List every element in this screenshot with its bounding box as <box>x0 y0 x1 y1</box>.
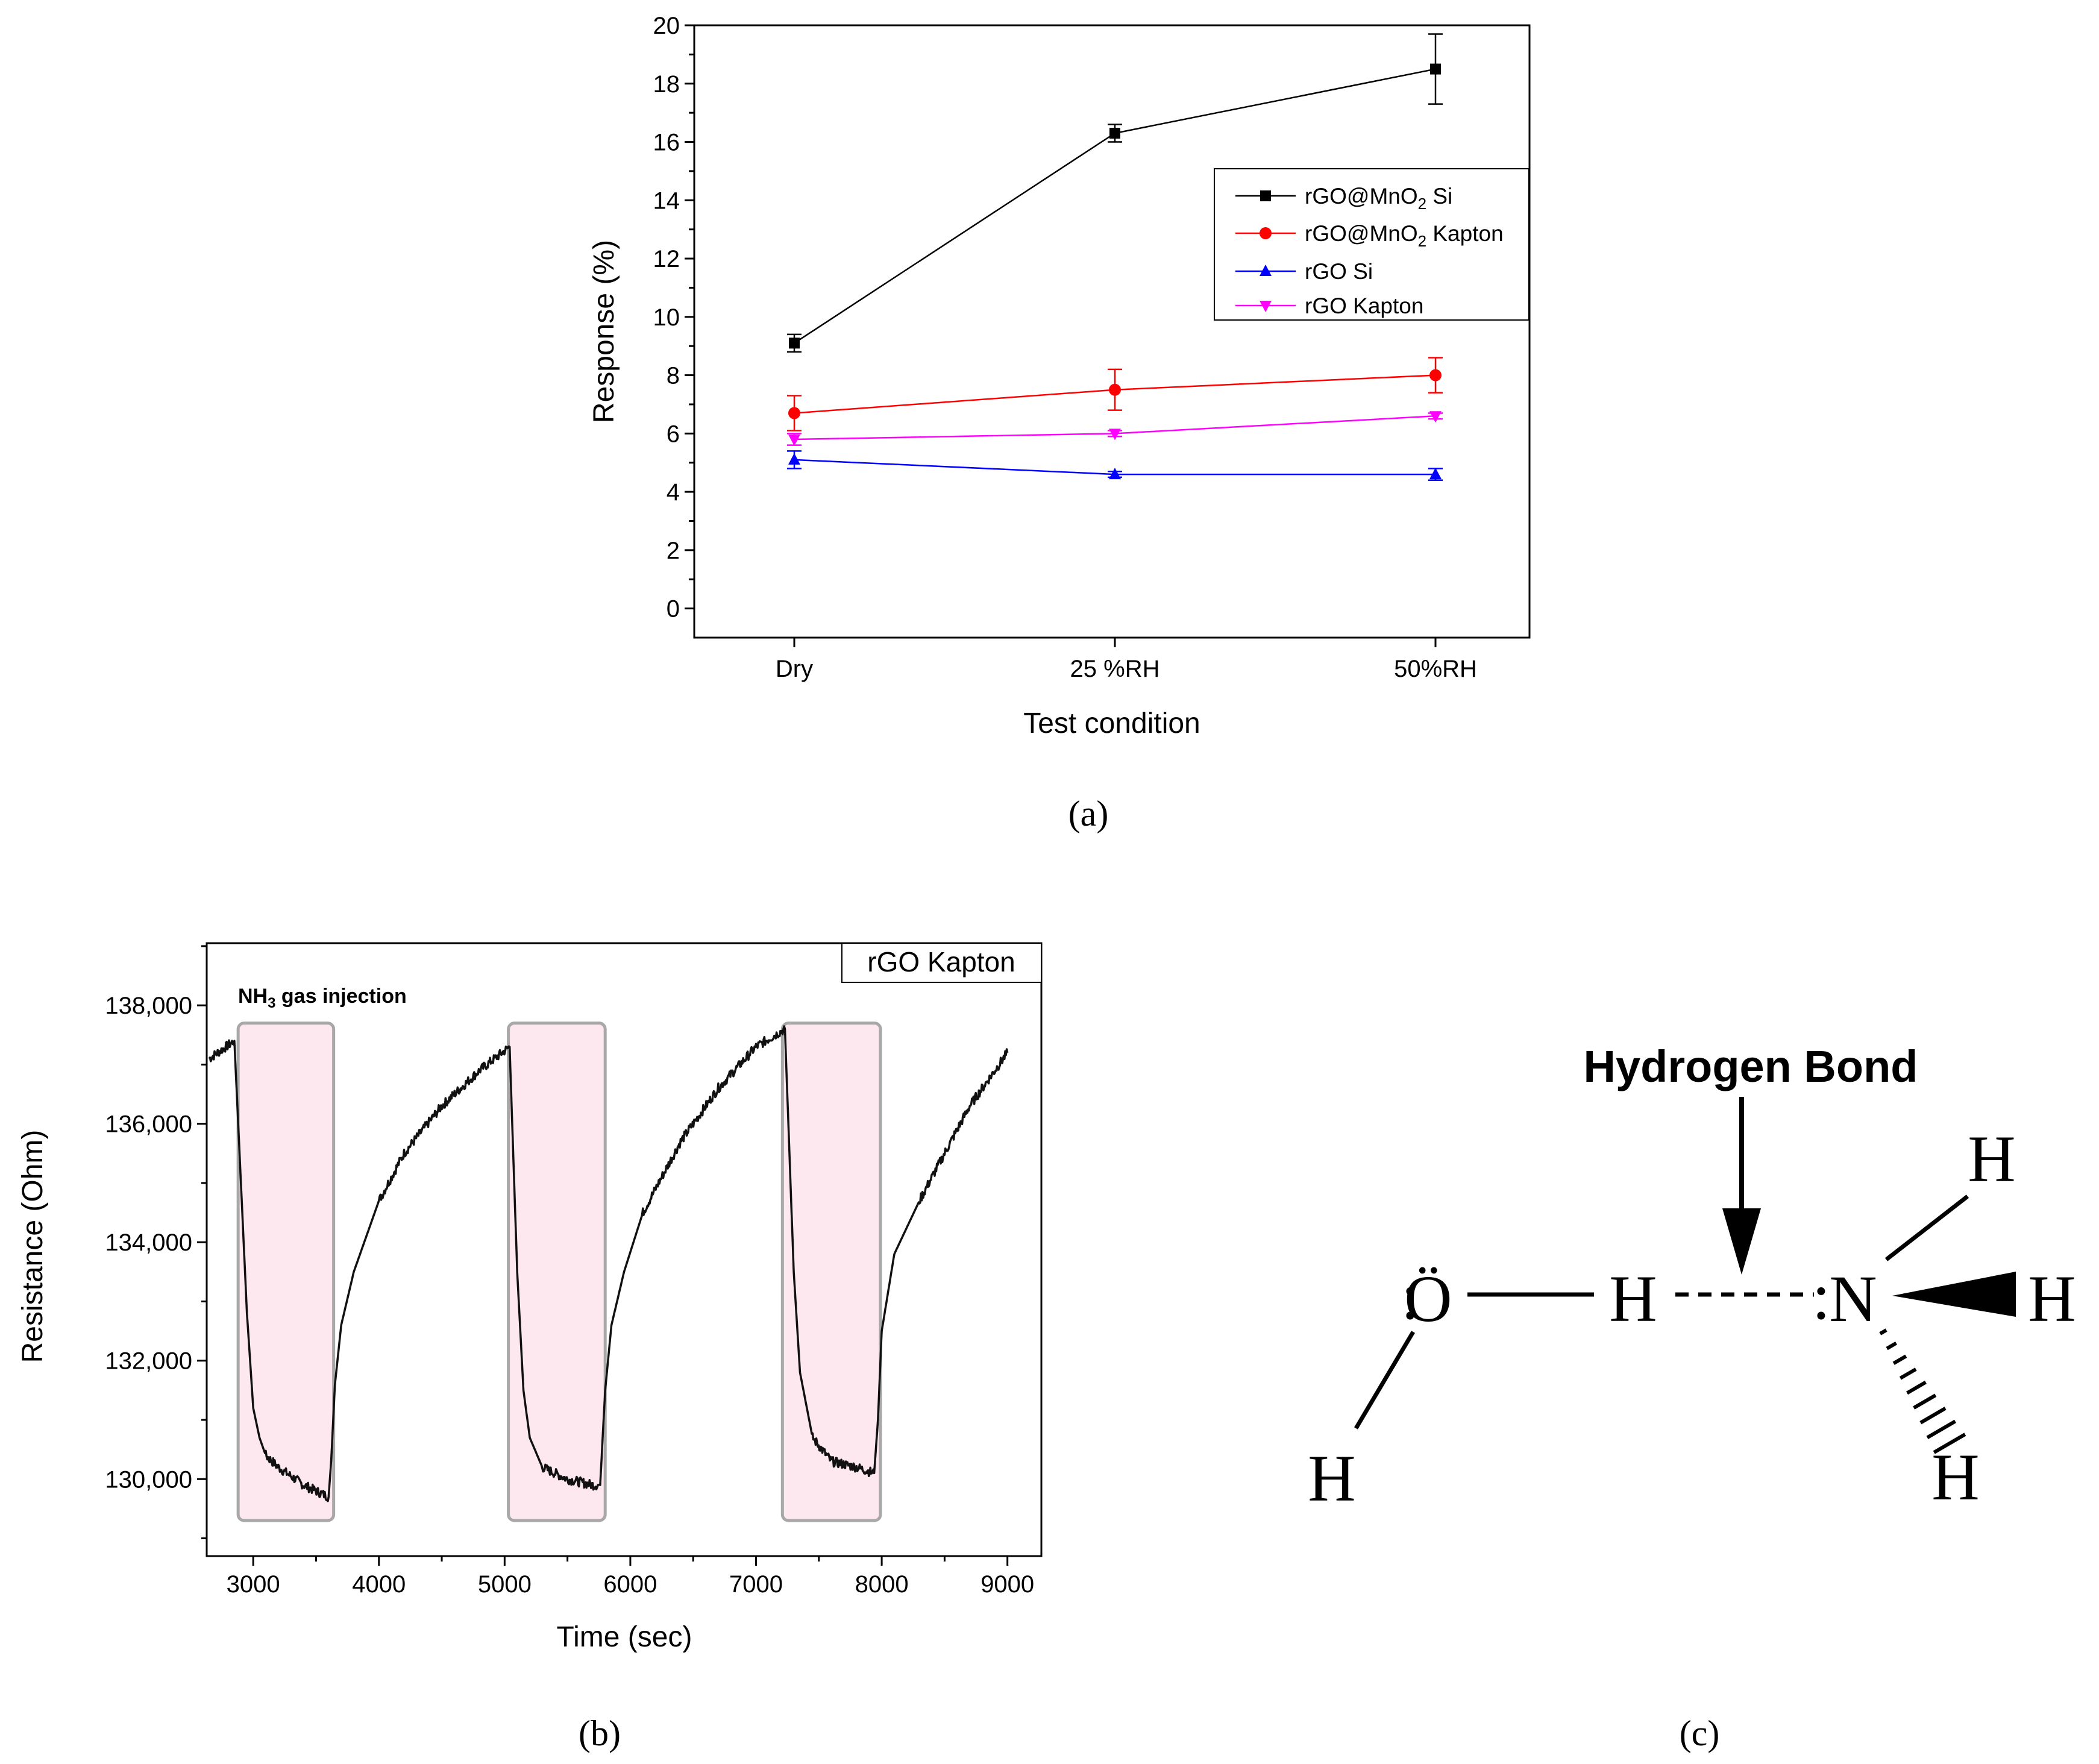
hashed-bond-stroke <box>1906 1380 1927 1395</box>
chart-a-y-tick-label: 20 <box>653 13 680 39</box>
hydrogen-bond-title: Hydrogen Bond <box>1584 1041 1918 1091</box>
chart-b: 130,000 132,000 134,000 136,000 138,000 3000… <box>17 942 1043 1753</box>
arrow-down-icon <box>1722 1208 1761 1275</box>
chart-b-x-axis-label: Time (sec) <box>557 1621 692 1653</box>
nitrogen-hydrogen-top: H <box>1968 1122 2015 1196</box>
chart-b-x-tick-label: 6000 <box>603 1571 657 1598</box>
chart-a-y-tick-label: 6 <box>667 421 680 447</box>
o-h-lower-bond <box>1354 1331 1416 1430</box>
chart-a-point-rgo-mno2-si <box>1109 128 1120 139</box>
chart-a-point-rgo-mno2-kapton <box>1429 369 1442 381</box>
chart-a-y-tick-label: 12 <box>653 246 680 272</box>
hashed-bond-stroke <box>1879 1328 1887 1336</box>
chart-b-x-tick-label: 8000 <box>855 1571 909 1598</box>
chart-a-y-tick-label: 18 <box>653 71 680 98</box>
nitrogen-lone-pair: : <box>1812 1260 1831 1333</box>
n-h-hashed-bond <box>1879 1328 1966 1454</box>
hashed-bond-stroke <box>1919 1407 1947 1425</box>
hashed-bond-stroke <box>1926 1419 1956 1439</box>
chart-a-point-rgo-mno2-si <box>1430 63 1441 75</box>
hashed-bond-stroke <box>1892 1354 1907 1365</box>
chart-a-point-rgo-si <box>1429 468 1442 480</box>
chart-a-point-rgo-si <box>1109 468 1121 480</box>
chart-a-x-axis-label: Test condition <box>1023 708 1200 739</box>
chart-b-y-tick-label: 138,000 <box>105 993 192 1019</box>
chart-a-legend-marker <box>1260 227 1272 239</box>
chart-a-x-tick-label: 50%RH <box>1394 656 1477 682</box>
shared-hydrogen-atom: H <box>1609 1262 1657 1336</box>
n-h-wedge-bond <box>1892 1272 2016 1317</box>
chart-a-x-tick-label: Dry <box>776 656 813 682</box>
panel-b-label: (b) <box>579 1713 621 1753</box>
chart-a-x-tick-label: 25 %RH <box>1070 656 1160 682</box>
chart-a-legend-marker <box>1260 265 1272 276</box>
n-h-upper-bond <box>1884 1194 1969 1261</box>
hashed-bond-stroke <box>1899 1367 1917 1380</box>
chart-b-frame <box>206 942 1043 1557</box>
chart-b-y-tick-label: 130,000 <box>105 1466 192 1493</box>
chart-b-legend-label: rGO Kapton <box>867 946 1015 978</box>
chart-a-legend-label: rGO Kapton <box>1305 293 1423 318</box>
chart-a-y-axis-label: Response (%) <box>588 240 620 423</box>
chart-a-y-tick-label: 10 <box>653 304 680 331</box>
chart-a-point-rgo-mno2-kapton <box>788 407 800 419</box>
chart-a-point-rgo-kapton <box>1429 411 1442 423</box>
oxygen-hydrogen-atom: H <box>1308 1442 1355 1515</box>
panel-c-label: (c) <box>1680 1713 1720 1753</box>
chart-a-y-tick-label: 4 <box>667 479 680 506</box>
chart-a-point-rgo-si <box>788 453 800 465</box>
chart-a-y-tick-label: 14 <box>653 187 680 214</box>
chart-b-x-tick-label: 5000 <box>478 1571 532 1598</box>
chart-b-x-tick-label: 9000 <box>980 1571 1034 1598</box>
nitrogen-atom: N <box>1829 1262 1877 1336</box>
chart-a-legend-marker <box>1260 190 1271 201</box>
panel-a-label: (a) <box>1068 794 1109 833</box>
oxygen-lone-pair: : <box>1401 1260 1420 1333</box>
chart-a-point-rgo-kapton <box>788 435 800 447</box>
chart-b-y-axis-label: Resistance (Ohm) <box>17 1130 49 1363</box>
hashed-bond-stroke <box>1933 1433 1966 1454</box>
molecule-diagram: Hydrogen Bond Ö : H N : H H H H (c) <box>1308 1041 2075 1753</box>
chart-b-injection-window <box>236 1022 336 1522</box>
chart-b-injection-window <box>507 1022 607 1522</box>
chart-b-series-rgo-kapton <box>208 1025 1009 1502</box>
chart-a-legend-label: rGO@MnO2 Si <box>1305 184 1452 213</box>
chart-b-y-tick-label: 134,000 <box>105 1229 192 1256</box>
chart-b-x-tick-label: 7000 <box>729 1571 783 1598</box>
chart-a-y-tick-label: 0 <box>667 596 680 623</box>
chart-b-y-tick-label: 132,000 <box>105 1348 192 1375</box>
chart-a-point-rgo-mno2-si <box>789 337 800 349</box>
nitrogen-hydrogen-right: H <box>2028 1262 2075 1336</box>
chart-a-legend-marker <box>1260 301 1272 312</box>
chart-b-y-tick-label: 136,000 <box>105 1111 192 1138</box>
chart-a: 0 2 4 6 8 10 12 14 16 18 20 Dry 25 %RH 50%RH Respons… <box>588 13 1531 833</box>
chart-b-x-tick-label: 3000 <box>227 1571 280 1598</box>
chart-a-y-tick-label: 8 <box>667 363 680 389</box>
chart-b-x-tick-label: 4000 <box>352 1571 406 1598</box>
oxygen-atom: Ö <box>1404 1262 1452 1336</box>
hashed-bond-stroke <box>1913 1393 1937 1410</box>
chart-b-annotation: NH3 gas injection <box>238 985 407 1011</box>
chart-b-legend <box>841 943 1042 983</box>
chart-a-point-rgo-mno2-kapton <box>1109 383 1121 396</box>
chart-a-y-tick-label: 16 <box>653 130 680 156</box>
chart-a-legend-label: rGO Si <box>1305 259 1373 284</box>
chart-b-injection-window <box>780 1022 882 1522</box>
chart-a-point-rgo-kapton <box>1109 428 1121 441</box>
chart-a-legend-label: rGO@MnO2 Kapton <box>1305 221 1504 250</box>
chart-a-y-tick-label: 2 <box>667 538 680 564</box>
chart-a-frame <box>693 24 1531 639</box>
hashed-bond-stroke <box>1886 1342 1897 1351</box>
nitrogen-hydrogen-bottom: H <box>1931 1440 1979 1514</box>
